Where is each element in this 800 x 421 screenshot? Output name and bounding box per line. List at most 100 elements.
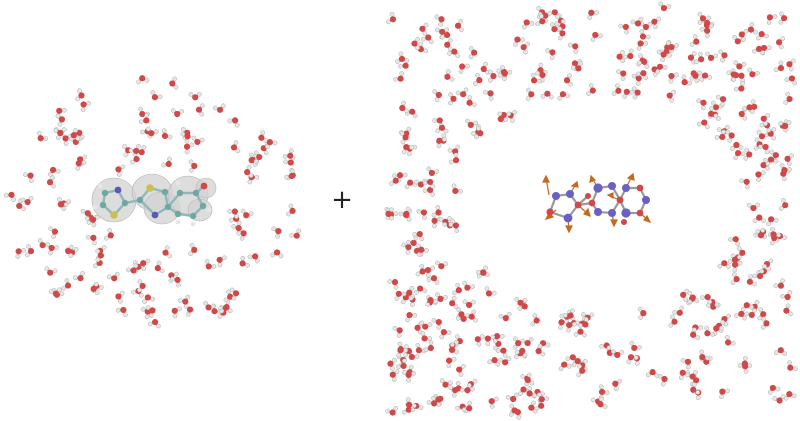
water-molecule [61,278,72,291]
water-molecule [104,227,114,241]
water-molecule [468,309,478,323]
water-molecule [483,89,494,101]
water-molecule [780,290,793,301]
water-molecule [53,127,67,137]
water-molecule [65,244,74,258]
water-molecule [565,354,579,364]
water-molecule [448,152,460,165]
water-molecule [730,272,740,286]
water-molecule [435,292,448,302]
water-molecule [219,304,233,314]
water-molecule [425,297,438,307]
water-molecule [447,48,461,58]
water-molecule [530,313,540,327]
water-molecule [747,67,760,78]
water-molecule [526,385,537,398]
water-molecule [570,61,584,72]
water-molecule [630,16,644,27]
water-molecule [204,259,217,270]
water-molecule [636,58,650,69]
water-molecule [699,349,710,361]
water-molecule [161,156,172,168]
water-molecule [631,86,641,100]
water-molecule [636,40,649,51]
water-molecule [89,214,100,228]
water-molecule [386,11,397,25]
water-molecule [406,285,416,299]
water-molecule [767,384,781,395]
water-molecule [699,26,711,39]
water-molecule [392,325,403,338]
water-molecule [566,321,577,333]
water-molecule [639,21,653,31]
water-molecule [733,60,747,70]
water-molecule [36,130,49,142]
water-molecule [180,131,191,144]
water-molecule [258,130,269,143]
water-molecule [773,347,788,357]
water-molecule [230,140,241,154]
water-molecule [70,128,81,141]
water-molecule [744,308,757,319]
water-molecule [440,27,451,40]
water-molecule [536,392,550,403]
water-molecule [658,1,672,12]
water-molecule [401,242,412,255]
water-molecule [414,285,428,295]
water-molecule [422,178,436,189]
water-molecule [271,226,282,239]
water-molecule [423,340,434,352]
water-molecule [492,333,505,344]
water-molecule [431,318,442,330]
water-molecule [387,357,397,371]
water-molecule [766,216,779,227]
water-molecule [784,75,798,86]
water-molecule [549,22,562,33]
water-molecule [436,137,447,149]
water-molecule [95,248,104,263]
water-molecule [518,386,531,397]
water-molecule [707,106,719,119]
water-molecule [227,208,239,219]
water-molecule [668,72,679,84]
water-molecule [431,205,442,218]
water-molecule [495,347,508,358]
water-molecule [535,70,546,83]
water-molecule [558,319,570,330]
water-molecule [765,156,779,167]
water-molecule [247,253,260,264]
water-molecule [681,74,693,86]
water-molecule [72,271,85,282]
water-molecule [445,356,457,369]
water-molecule [282,148,294,159]
water-molecule [743,147,753,161]
water-molecule [540,90,554,100]
water-molecule [426,275,440,285]
water-molecule [694,51,705,65]
water-molecule [712,325,724,336]
water-molecule [528,400,538,414]
water-molecule [535,343,546,357]
right-solute-molecule [542,172,652,234]
water-molecule [462,299,476,309]
water-molecule [497,111,509,123]
water-molecule [778,11,788,25]
water-molecule [774,232,788,243]
water-molecule [138,112,150,125]
water-molecule [171,306,182,319]
water-molecule [747,22,758,35]
water-molecule [289,228,302,239]
water-molecule [690,327,700,340]
water-molecule [778,197,789,211]
water-molecule [212,103,226,113]
water-molecule [455,307,465,321]
water-molecule [46,175,56,189]
water-molecule [772,394,786,404]
water-molecule [145,126,159,137]
water-molecule [487,357,501,367]
right-solvation-box [384,1,798,420]
water-molecule [622,88,635,99]
water-molecule [775,36,786,50]
water-molecule [752,214,766,224]
water-molecule [618,23,630,35]
